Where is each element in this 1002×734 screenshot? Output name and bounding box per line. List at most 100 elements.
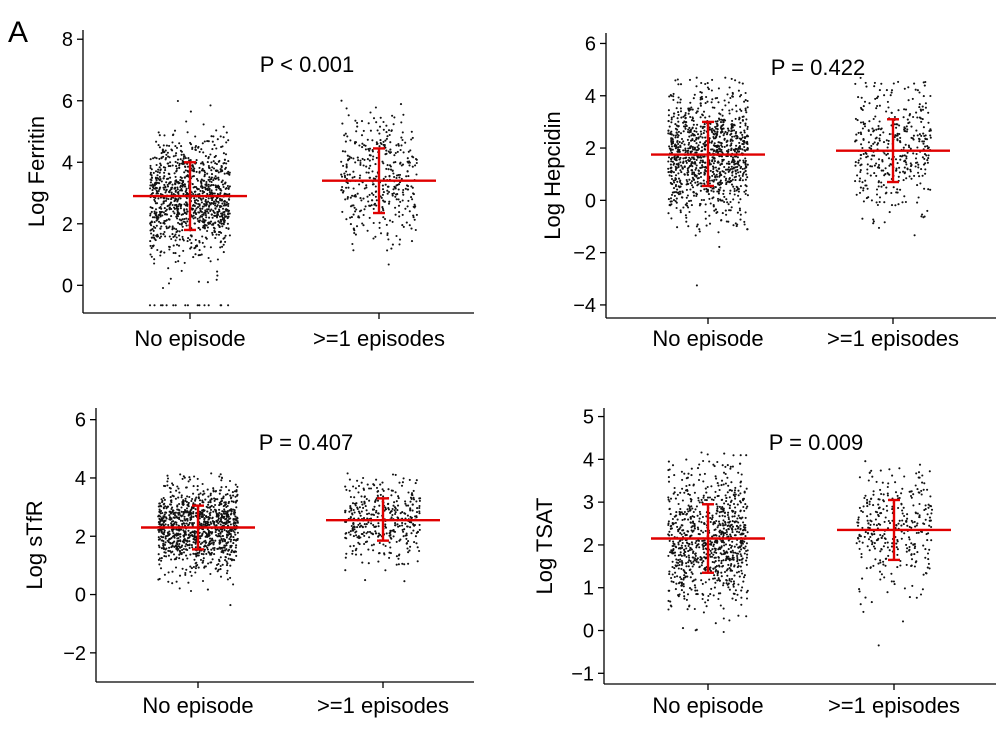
data-point [180,506,183,509]
data-point [724,168,728,171]
data-point [215,169,218,172]
data-point [916,89,919,92]
data-point [407,199,410,202]
data-point [226,208,229,211]
data-point [167,165,170,168]
data-point [690,204,693,207]
data-point [228,479,232,483]
data-point [221,563,224,566]
data-point [229,576,232,579]
data-point [699,116,702,119]
data-point [210,176,213,179]
data-point [213,227,216,230]
data-point [700,198,703,202]
data-point [736,211,739,214]
data-point [164,505,167,508]
data-point [412,529,415,532]
data-point [354,161,357,164]
data-point [225,201,228,204]
data-point [179,149,182,152]
data-point [904,200,907,204]
data-point [705,605,708,608]
data-point [922,142,925,145]
data-point [159,567,163,570]
data-point [197,219,200,223]
data-point [899,188,902,191]
data-point [226,514,229,517]
data-point [405,175,408,178]
data-point [745,615,748,618]
data-point [397,497,400,500]
data-point [697,478,701,482]
data-point [862,138,865,141]
data-point [877,185,880,188]
data-point [397,525,400,528]
data-point [378,226,381,229]
data-point [374,532,377,535]
data-point [362,506,365,509]
data-point [699,202,702,205]
data-point [716,120,719,123]
data-point [689,188,692,191]
data-point [376,142,379,145]
data-point [704,82,707,86]
data-point [862,187,865,190]
data-point [708,222,712,225]
data-point [903,154,906,157]
data-point [349,216,352,219]
data-point [405,504,408,507]
data-point [689,129,692,132]
data-point [730,138,733,141]
data-point [418,506,421,510]
data-point [712,190,715,193]
data-point [695,142,698,145]
data-point [193,558,196,561]
data-point [862,105,865,108]
data-point [677,543,680,546]
data-point [190,507,193,510]
data-point [168,514,171,517]
data-point [875,128,878,131]
data-point [184,571,187,575]
data-point [731,540,734,543]
data-point [354,210,357,213]
data-point [693,607,696,611]
data-point [346,135,349,138]
data-point [717,199,720,202]
data-point [718,188,721,192]
data-point [225,172,229,175]
data-point [715,127,718,130]
mean-sd-marker [326,497,440,542]
data-point [199,189,202,192]
data-point [713,157,716,160]
data-point [225,560,228,563]
data-point [165,225,168,228]
data-point [711,98,714,101]
data-point [162,200,165,203]
data-point [183,261,186,264]
data-point [736,135,739,138]
data-point [157,215,160,219]
data-point [178,203,181,206]
data-point [233,490,237,493]
data-point [186,131,189,134]
data-point [213,553,216,556]
data-point [214,214,217,218]
data-point [157,521,160,524]
data-point [681,487,684,490]
data-point [179,540,182,543]
data-point [714,166,717,169]
data-point [211,558,214,561]
data-point [215,233,218,236]
data-point [904,143,907,146]
data-point [719,592,722,595]
data-point [183,517,186,521]
data-point [163,498,166,501]
data-point [352,213,355,216]
data-point [173,212,176,215]
data-point [867,129,870,132]
data-point [389,148,392,151]
data-point [232,583,235,586]
data-point [359,514,362,517]
data-point [385,223,388,226]
